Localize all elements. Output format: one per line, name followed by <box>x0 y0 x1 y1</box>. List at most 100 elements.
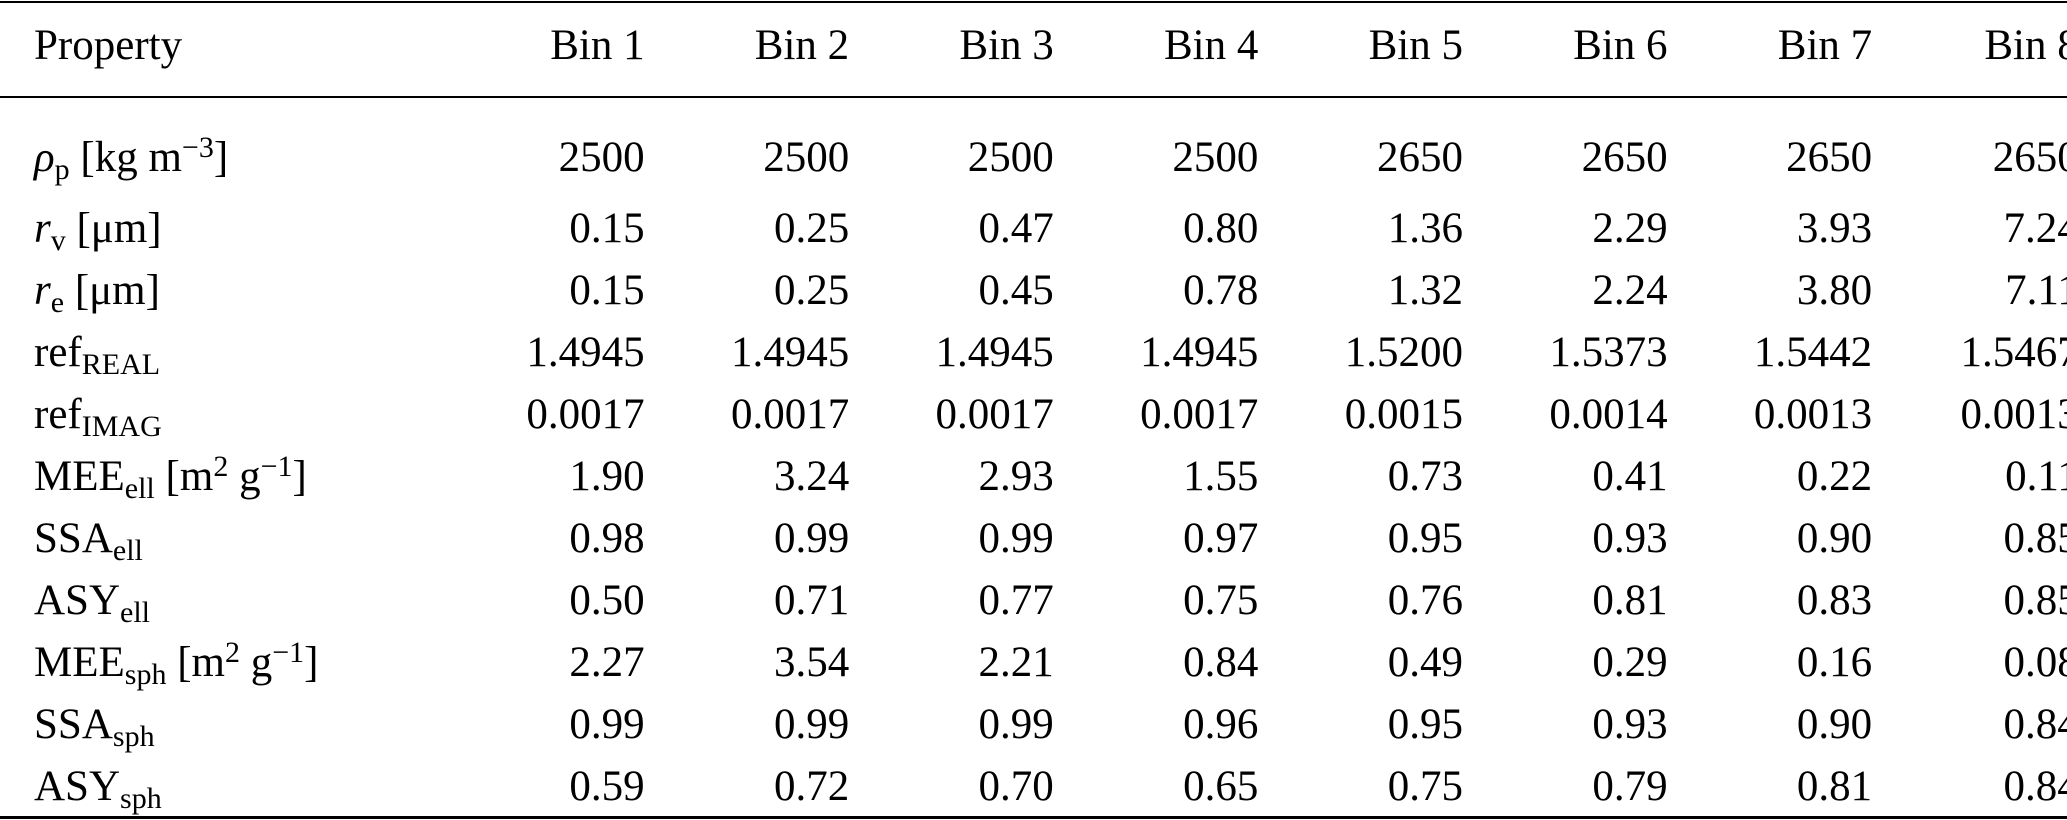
row-label-main: ρ <box>34 133 55 181</box>
row-label: refREAL <box>0 321 470 383</box>
table-row: ASYsph 0.59 0.72 0.70 0.65 0.75 0.79 0.81 0.84 <box>0 755 2067 817</box>
table-cell-bin-6: 2.24 <box>1592 266 1668 314</box>
table-row: SSAell 0.98 0.99 0.99 0.97 0.95 0.93 0.90 0.85 <box>0 507 2067 569</box>
table-row: refIMAG 0.0017 0.0017 0.0017 0.0017 0.0015 0.0… <box>0 383 2067 445</box>
table-cell-bin-8: 0.11 <box>2005 452 2067 500</box>
column-header-bin-2: Bin 2 <box>754 22 850 69</box>
row-label: re [μm] <box>0 259 470 321</box>
table-cell-bin-3: 2.93 <box>978 452 1054 500</box>
row-label-main: r <box>34 266 51 314</box>
table-cell-bin-6: 2650 <box>1581 133 1668 181</box>
table-cell-bin-6: 0.0014 <box>1549 390 1668 438</box>
column-header-bin-5: Bin 5 <box>1368 22 1463 69</box>
table-cell-bin-3: 0.0017 <box>935 390 1054 438</box>
table-cell-bin-8: 0.85 <box>2003 576 2067 624</box>
table-cell-bin-2: 3.54 <box>773 638 850 686</box>
table-cell-bin-4: 0.75 <box>1183 576 1259 624</box>
row-label-main: r <box>34 204 51 252</box>
column-header-bin-8: Bin 8 <box>1984 22 2067 69</box>
table-cell-bin-4: 2500 <box>1172 133 1259 181</box>
table-cell-bin-1: 2500 <box>558 133 645 181</box>
table-cell-bin-5: 0.75 <box>1387 762 1463 810</box>
row-label-main: MEE <box>34 452 125 500</box>
table-cell-bin-3: 0.70 <box>978 762 1054 810</box>
table-cell-bin-2: 2500 <box>763 133 850 181</box>
table-cell-bin-5: 0.95 <box>1387 700 1463 748</box>
row-label-unit-sup: 2 <box>225 635 240 669</box>
table-cell-bin-3: 0.77 <box>978 576 1054 624</box>
row-label-main: SSA <box>34 700 113 748</box>
table-cell-bin-7: 2650 <box>1786 133 1873 181</box>
table-cell-bin-3: 0.99 <box>978 514 1054 562</box>
column-header-bin-4: Bin 4 <box>1163 22 1259 69</box>
row-label-main: MEE <box>34 638 125 686</box>
column-header-property: Property <box>34 22 183 69</box>
table-cell-bin-2: 1.4945 <box>730 328 850 376</box>
table-cell-bin-3: 0.99 <box>978 700 1054 748</box>
table-cell-bin-7: 0.22 <box>1796 452 1873 500</box>
table-cell-bin-6: 0.81 <box>1592 576 1668 624</box>
row-label-sub: e <box>50 285 65 319</box>
table-cell-bin-5: 2650 <box>1376 133 1463 181</box>
table-cell-bin-7: 0.90 <box>1796 700 1873 748</box>
table-cell-bin-3: 2.21 <box>978 638 1054 686</box>
table-cell-bin-3: 2500 <box>967 133 1054 181</box>
row-label: ASYell <box>0 569 470 631</box>
table-cell-bin-5: 0.49 <box>1387 638 1463 686</box>
row-label-unit-pre: [μm] <box>74 266 160 314</box>
row-label-unit-post: ] <box>304 638 319 686</box>
table-cell-bin-6: 2.29 <box>1592 204 1668 252</box>
table-cell-bin-7: 0.81 <box>1796 762 1873 810</box>
table-cell-bin-3: 0.47 <box>978 204 1054 252</box>
table-cell-bin-8: 0.85 <box>2003 514 2067 562</box>
row-label: ρp [kg m−3] <box>0 97 470 197</box>
row-label-sub: sph <box>124 657 167 691</box>
table-cell-bin-2: 0.0017 <box>730 390 850 438</box>
table-cell-bin-2: 0.99 <box>773 700 850 748</box>
table-cell-bin-7: 0.0013 <box>1753 390 1873 438</box>
table-cell-bin-6: 0.41 <box>1592 452 1668 500</box>
table-cell-bin-1: 1.90 <box>569 452 645 500</box>
table-cell-bin-1: 0.59 <box>569 762 645 810</box>
row-label-unit-mid: g <box>240 638 273 686</box>
row-label-unit-post: ] <box>213 133 229 181</box>
table-cell-bin-7: 0.83 <box>1796 576 1873 624</box>
table-cell-bin-2: 0.99 <box>773 514 850 562</box>
table-cell-bin-1: 0.99 <box>569 700 645 748</box>
table-cell-bin-5: 1.36 <box>1387 204 1463 252</box>
table-row: SSAsph 0.99 0.99 0.99 0.96 0.95 0.93 0.90 0.84 <box>0 693 2067 755</box>
table-cell-bin-2: 3.24 <box>773 452 850 500</box>
table-cell-bin-1: 0.50 <box>569 576 645 624</box>
table-cell-bin-3: 1.4945 <box>935 328 1054 376</box>
row-label-main: ref <box>34 328 82 376</box>
table-row: ASYell 0.50 0.71 0.77 0.75 0.76 0.81 0.83 0.85 <box>0 569 2067 631</box>
table-cell-bin-4: 1.4945 <box>1140 328 1259 376</box>
table-cell-bin-5: 0.0015 <box>1344 390 1463 438</box>
row-label: MEEell [m2 g−1] <box>0 445 470 507</box>
table-cell-bin-4: 0.97 <box>1183 514 1259 562</box>
table-cell-bin-6: 0.93 <box>1592 514 1668 562</box>
table-cell-bin-5: 0.95 <box>1387 514 1463 562</box>
table-row: refREAL 1.4945 1.4945 1.4945 1.4945 1.5200 1.5… <box>0 321 2067 383</box>
row-label: MEEsph [m2 g−1] <box>0 631 470 693</box>
table-cell-bin-8: 7.24 <box>2003 204 2067 252</box>
table-cell-bin-1: 0.0017 <box>526 390 645 438</box>
table-row: MEEell [m2 g−1] 1.90 3.24 2.93 1.55 0.73 0.41 0… <box>0 445 2067 507</box>
row-label: ASYsph <box>0 755 470 817</box>
table-cell-bin-4: 0.80 <box>1183 204 1259 252</box>
row-label: refIMAG <box>0 383 470 445</box>
row-label-sub: ell <box>112 533 143 567</box>
table-cell-bin-2: 0.71 <box>773 576 850 624</box>
row-label-unit-pre: [μm] <box>76 204 162 252</box>
table-header-row: Property Bin 1 Bin 2 Bin 3 Bin 4 Bin 5 B… <box>0 0 2067 97</box>
table-cell-bin-1: 2.27 <box>569 638 645 686</box>
row-label-sub: v <box>50 223 66 257</box>
row-label-unit-sup2: −1 <box>260 449 293 483</box>
row-label-unit-sup: −3 <box>181 130 214 164</box>
table-cell-bin-5: 1.5200 <box>1344 328 1463 376</box>
table-cell-bin-7: 0.16 <box>1796 638 1873 686</box>
row-label-unit-pre: [m <box>165 452 214 500</box>
table-cell-bin-8: 0.84 <box>2003 700 2067 748</box>
table-cell-bin-4: 0.78 <box>1183 266 1259 314</box>
